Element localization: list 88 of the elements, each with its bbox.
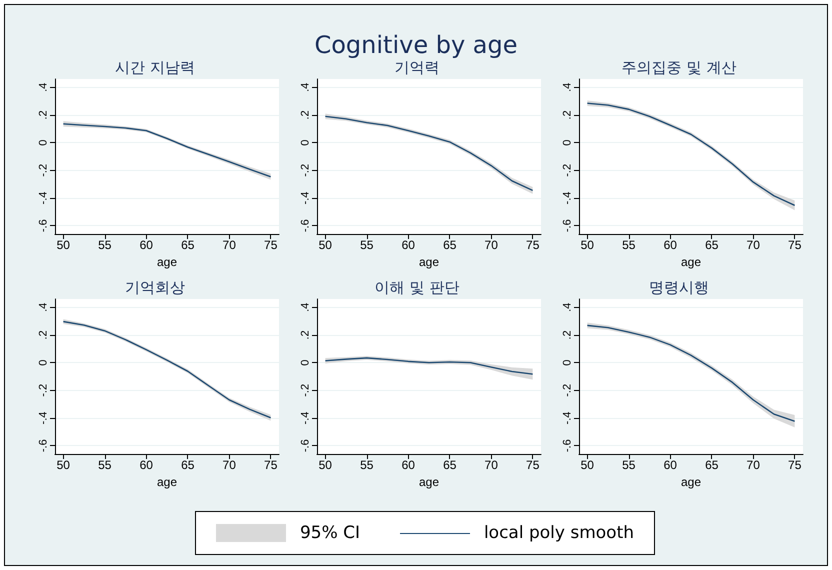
x-tick-label: 55	[360, 458, 374, 472]
y-tick-label: 0	[38, 360, 50, 366]
legend-label: local poly smooth	[484, 523, 634, 543]
y-tick-label: -.2	[38, 384, 50, 397]
line-series	[324, 357, 534, 375]
chart-title: 시간 지남력	[115, 58, 195, 76]
x-tick-label: 50	[318, 238, 332, 252]
x-tick-label: 60	[140, 238, 154, 252]
y-tick-label: -.6	[562, 219, 574, 232]
y-tick-label: -.4	[562, 192, 574, 204]
y-tick-label: .4	[300, 302, 312, 312]
x-tick-label: 65	[443, 458, 457, 472]
y-tick-label: -.4	[300, 412, 312, 424]
y-tick-label: .2	[562, 330, 574, 340]
chart-title: 주의집중 및 계산	[622, 58, 736, 76]
text: 95% CI	[300, 523, 360, 543]
y-tick-label: .2	[300, 330, 312, 340]
x-tick-label: 65	[181, 238, 195, 252]
y-tick-label: -.6	[38, 439, 50, 452]
y-tick-label: 0	[562, 140, 574, 146]
x-tick-label: 50	[580, 458, 594, 472]
y-tick-label: .2	[300, 110, 312, 120]
y-tick-label: -.2	[38, 164, 50, 177]
x-tick-label: 75	[264, 458, 278, 472]
y-tick-label: -.4	[38, 192, 50, 204]
x-axis-title: age	[156, 255, 178, 269]
x-axis-title: age	[680, 475, 702, 489]
y-tick-label: .4	[38, 82, 50, 92]
y-tick-label: -.6	[38, 219, 50, 232]
x-tick-label: 70	[746, 458, 760, 472]
y-tick-label: -.4	[562, 412, 574, 424]
x-tick-label: 75	[788, 458, 802, 472]
chart-title: 명령시행	[649, 278, 709, 296]
x-tick-label: 70	[484, 458, 498, 472]
x-tick-label: 55	[98, 238, 112, 252]
x-tick-label: 55	[622, 458, 636, 472]
x-tick-label: 50	[56, 458, 70, 472]
x-tick-label: 75	[526, 238, 540, 252]
x-axis-title: age	[418, 255, 440, 269]
x-axis-title: age	[418, 475, 440, 489]
x-tick-label: 55	[360, 238, 374, 252]
y-tick-label: .4	[562, 82, 574, 92]
y-tick-label: -.4	[300, 192, 312, 204]
text: Cognitive by age	[313, 31, 518, 59]
chart-title: 기억력	[394, 58, 440, 76]
x-tick-label: 60	[402, 458, 416, 472]
y-tick-label: .2	[562, 110, 574, 120]
chart-title: 기억회상	[125, 278, 185, 296]
chart-title: 이해 및 판단	[374, 278, 460, 296]
x-tick-label: 70	[746, 238, 760, 252]
x-tick-label: 75	[264, 238, 278, 252]
x-tick-label: 50	[56, 238, 70, 252]
x-tick-label: 65	[705, 458, 719, 472]
x-tick-label: 60	[664, 458, 678, 472]
y-tick-label: -.2	[562, 384, 574, 397]
y-tick-label: 0	[562, 360, 574, 366]
y-tick-label: -.2	[300, 384, 312, 397]
y-tick-label: .4	[38, 302, 50, 312]
y-tick-label: 0	[300, 360, 312, 366]
x-tick-label: 65	[443, 238, 457, 252]
y-tick-label: 0	[300, 140, 312, 146]
x-tick-label: 70	[484, 238, 498, 252]
y-tick-label: .4	[300, 82, 312, 92]
y-tick-label: -.2	[562, 164, 574, 177]
x-tick-label: 60	[140, 458, 154, 472]
x-axis-title: age	[156, 475, 178, 489]
y-tick-label: .4	[562, 302, 574, 312]
y-tick-label: -.2	[300, 164, 312, 177]
x-axis-title: age	[680, 255, 702, 269]
x-tick-label: 75	[526, 458, 540, 472]
x-tick-label: 65	[705, 238, 719, 252]
y-tick-label: -.4	[38, 412, 50, 424]
x-tick-label: 55	[622, 238, 636, 252]
x-tick-label: 60	[664, 238, 678, 252]
x-tick-label: 55	[98, 458, 112, 472]
x-tick-label: 75	[788, 238, 802, 252]
y-tick-label: .2	[38, 110, 50, 120]
y-tick-label: .2	[38, 330, 50, 340]
x-tick-label: 70	[222, 458, 236, 472]
x-tick-label: 50	[318, 458, 332, 472]
y-tick-label: -.6	[300, 219, 312, 232]
x-tick-label: 70	[222, 238, 236, 252]
y-tick-label: 0	[38, 140, 50, 146]
x-tick-label: 65	[181, 458, 195, 472]
y-tick-label: -.6	[300, 439, 312, 452]
y-tick-label: -.6	[562, 439, 574, 452]
x-tick-label: 50	[580, 238, 594, 252]
x-tick-label: 60	[402, 238, 416, 252]
